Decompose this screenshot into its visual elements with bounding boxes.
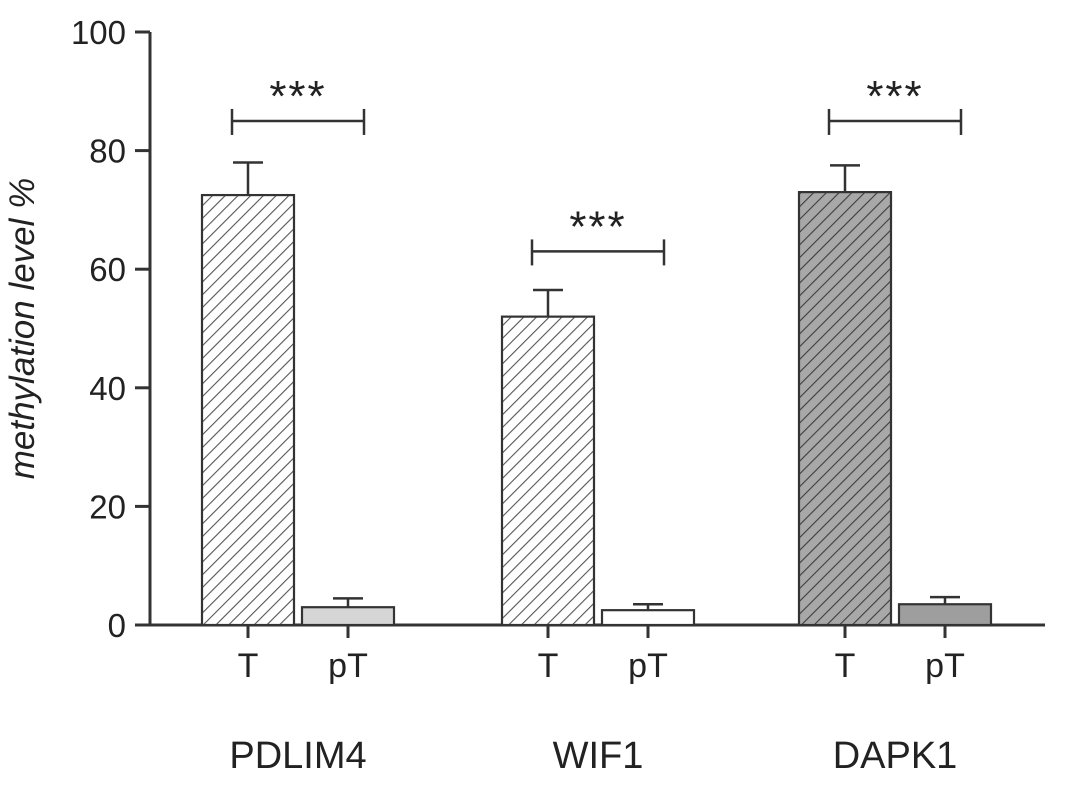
bar-pdlim4-t (200, 193, 296, 627)
y-tick-label: 100 (71, 14, 126, 51)
y-tick-label: 0 (108, 607, 126, 644)
bar-wif1-t (500, 315, 596, 627)
y-tick-label: 80 (89, 133, 126, 170)
bar-label: pT (925, 647, 965, 685)
significance-stars: *** (569, 202, 626, 251)
category-label: WIF1 (553, 735, 644, 777)
significance-stars: *** (866, 72, 923, 121)
bar-label: T (835, 647, 856, 685)
y-tick-label: 60 (89, 251, 126, 288)
bar-pdlim4-pt (300, 606, 396, 627)
category-label: DAPK1 (833, 735, 958, 777)
y-axis-title: methylation level % (3, 178, 42, 480)
significance-stars: *** (269, 72, 326, 121)
bar-dapk1-pt (897, 603, 993, 627)
bar-label: pT (628, 647, 668, 685)
bar-label: pT (328, 647, 368, 685)
bar-wif1-pt (600, 609, 696, 627)
y-tick-label: 40 (89, 370, 126, 407)
bar-label: T (238, 647, 259, 685)
bar-dapk1-t (797, 191, 893, 627)
category-label: PDLIM4 (229, 735, 366, 777)
y-tick-label: 20 (89, 488, 126, 525)
bar-label: T (538, 647, 559, 685)
